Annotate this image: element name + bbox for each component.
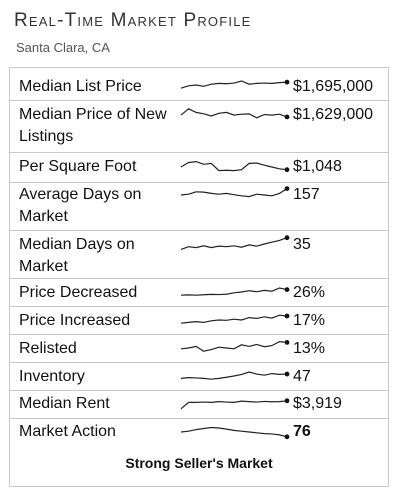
sparkline-endpoint (284, 434, 290, 440)
row-label: Market Action (19, 423, 116, 440)
sparkline-line (180, 237, 288, 250)
row-value: $1,695,000 (293, 78, 374, 95)
sparkline (180, 313, 290, 324)
sparkline (180, 426, 290, 440)
row-value: 26% (293, 284, 326, 301)
sparkline-endpoint (284, 398, 290, 404)
row-price-decreased: Price Decreased 26% (10, 278, 388, 307)
row-average-days-on-market: Average Days on Market 157 (10, 182, 388, 231)
sparkline (180, 287, 290, 296)
sparkline (180, 186, 290, 198)
sparkline (180, 340, 290, 352)
row-price-increased: Price Increased 17% (10, 306, 388, 335)
sparkline-line (180, 80, 288, 89)
sparkline-line (180, 340, 288, 352)
sparkline (180, 398, 290, 410)
row-label: Relisted (19, 340, 77, 357)
row-value: 35 (293, 236, 311, 253)
row-value: 13% (293, 340, 326, 357)
sparkline-endpoint (284, 186, 290, 191)
page-title: Real-Time Market Profile (14, 10, 252, 31)
row-label: Median Price of New Listings (19, 106, 167, 145)
row-median-price-new-listings: Median Price of New Listings $1,629,000 (10, 100, 388, 153)
sparkline (180, 371, 290, 380)
sparkline-endpoint (284, 340, 290, 345)
sparkline (180, 235, 290, 250)
row-value: 157 (293, 186, 320, 203)
sparkline-endpoint (284, 79, 290, 85)
sparkline (180, 160, 290, 173)
sparkline-endpoint (284, 114, 290, 120)
row-label: Price Increased (19, 312, 131, 329)
row-label: Median Days on Market (19, 236, 135, 275)
row-inventory: Inventory 47 (10, 362, 388, 391)
market-profile-panel: Median List Price $1,695,000 Median Pric… (9, 67, 389, 487)
sparkline-line (180, 314, 288, 324)
sparkline (180, 108, 290, 120)
row-label: Median List Price (19, 78, 142, 95)
row-value: 47 (293, 368, 311, 385)
sparkline-line (180, 188, 288, 198)
sparkline-line (180, 160, 288, 172)
row-value: 17% (293, 312, 326, 329)
row-market-action: Market Action 76 (10, 418, 388, 448)
sparkline-line (180, 371, 288, 380)
row-relisted: Relisted 13% (10, 334, 388, 363)
sparkline-endpoint (284, 371, 290, 377)
location-subtitle: Santa Clara, CA (16, 40, 110, 55)
market-action-score: 76 (293, 423, 311, 440)
row-median-days-on-market: Median Days on Market 35 (10, 230, 388, 279)
row-value: $1,629,000 (293, 106, 374, 123)
sparkline-endpoint (284, 287, 290, 292)
row-value: $1,048 (293, 158, 342, 175)
row-label: Inventory (19, 368, 85, 385)
row-value: $3,919 (293, 395, 342, 412)
sparkline-endpoint (284, 167, 290, 173)
sparkline-line (180, 108, 288, 119)
sparkline-endpoint (284, 235, 290, 241)
sparkline-line (180, 426, 288, 438)
row-label: Average Days on Market (19, 186, 142, 225)
row-label: Price Decreased (19, 284, 138, 301)
row-label: Per Square Foot (19, 158, 137, 175)
row-per-square-foot: Per Square Foot $1,048 (10, 152, 388, 183)
sparkline-line (180, 287, 288, 296)
row-label: Median Rent (19, 395, 110, 412)
market-status-label: Strong Seller's Market (125, 455, 273, 471)
sparkline-endpoint (284, 313, 290, 319)
row-median-rent: Median Rent $3,919 (10, 390, 388, 419)
sparkline-line (180, 400, 288, 410)
row-median-list-price: Median List Price $1,695,000 (10, 68, 388, 101)
sparkline (180, 79, 290, 89)
